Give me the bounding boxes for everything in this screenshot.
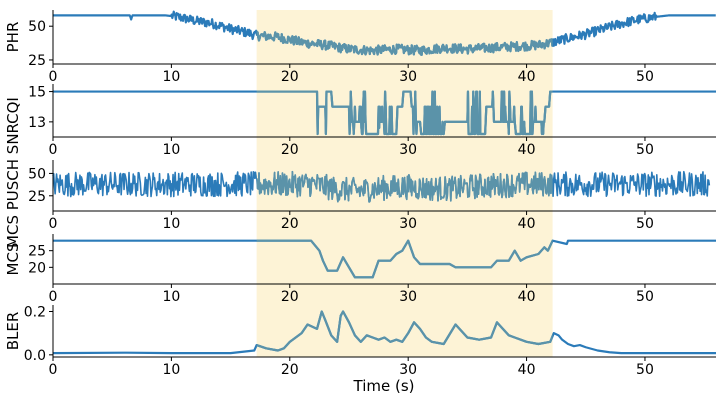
x-tick-label: 30 — [399, 69, 417, 85]
y-tick-label: 20 — [28, 260, 46, 276]
x-tick-label: 40 — [518, 216, 536, 232]
x-tick-label: 0 — [49, 142, 58, 158]
x-tick-label: 0 — [49, 289, 58, 305]
y-axis-label: CQI — [4, 97, 22, 124]
x-tick-label: 30 — [399, 362, 417, 378]
x-tick-label: 20 — [281, 289, 299, 305]
x-tick-label: 30 — [399, 289, 417, 305]
x-tick-label: 50 — [636, 216, 654, 232]
x-tick-label: 20 — [281, 69, 299, 85]
x-tick-label: 50 — [636, 362, 654, 378]
x-tick-label: 30 — [399, 142, 417, 158]
x-tick-label: 0 — [49, 216, 58, 232]
x-tick-label: 40 — [518, 69, 536, 85]
x-tick-label: 40 — [518, 289, 536, 305]
series-line-highlighted-panel-2 — [256, 90, 553, 136]
y-tick-label: 25 — [28, 244, 46, 260]
x-tick-label: 20 — [281, 362, 299, 378]
panel-5: 0.0 0.2 0 10 20 30 40 50 BLER — [4, 305, 716, 378]
x-tick-label: 10 — [162, 69, 180, 85]
y-tick-label: 0.2 — [24, 305, 46, 321]
x-tick-label: 20 — [281, 216, 299, 232]
y-tick-label: 50 — [28, 19, 46, 35]
x-tick-label: 10 — [162, 216, 180, 232]
x-tick-label: 10 — [162, 362, 180, 378]
x-tick-label: 40 — [518, 142, 536, 158]
x-tick-label: 40 — [518, 362, 536, 378]
panel-2: 13 15 0 10 20 30 40 50 CQI — [4, 84, 717, 158]
series-line-highlighted-panel-5 — [256, 310, 553, 352]
y-tick-label: 25 — [28, 189, 46, 205]
x-tick-label: 30 — [399, 216, 417, 232]
y-tick-label: 50 — [28, 166, 46, 182]
x-tick-label: 10 — [162, 289, 180, 305]
series-line-highlighted-panel-3 — [256, 170, 553, 203]
x-tick-label: 0 — [49, 69, 58, 85]
x-tick-label: 10 — [162, 142, 180, 158]
y-tick-label: 13 — [28, 115, 46, 131]
x-tick-label: 20 — [281, 142, 299, 158]
x-axis-label: Time (s) — [353, 377, 415, 395]
x-tick-label: 50 — [636, 69, 654, 85]
y-axis-label: BLER — [4, 312, 22, 351]
y-tick-label: 15 — [28, 85, 46, 101]
y-axis-label: PHR — [4, 22, 22, 53]
x-tick-label: 50 — [636, 289, 654, 305]
y-axis-label: MCS — [4, 243, 22, 276]
x-tick-label: 0 — [49, 362, 58, 378]
y-axis-label: MCS PUSCH SNR — [4, 123, 22, 248]
x-tick-label: 50 — [636, 142, 654, 158]
series-line-highlighted-panel-1 — [256, 29, 553, 56]
y-tick-label: 25 — [28, 53, 46, 69]
panel-1: 25 50 0 10 20 30 40 50 PHR — [4, 10, 717, 85]
y-tick-label: 0.0 — [24, 348, 46, 364]
series-line-highlighted-panel-4 — [256, 239, 553, 279]
